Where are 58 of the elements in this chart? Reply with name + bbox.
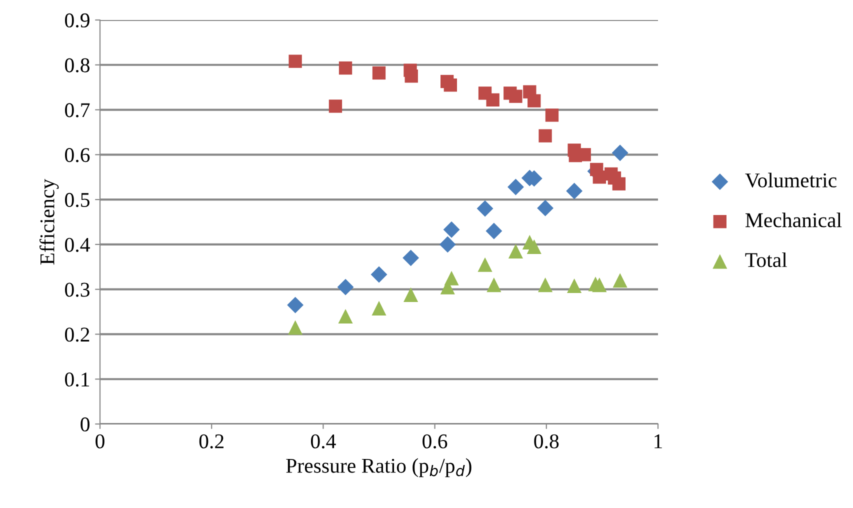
point xyxy=(287,296,304,314)
point xyxy=(612,144,628,162)
y-tick-label: 0.4 xyxy=(65,238,90,252)
y-tick-label: 0.1 xyxy=(65,372,90,387)
x-tick-label: 0.8 xyxy=(534,434,559,448)
y-tick-label: 0.5 xyxy=(65,192,90,208)
x-tick-label: 0.4 xyxy=(310,434,336,448)
x-tick-label: 1 xyxy=(654,434,662,448)
legend-label: Mechanical xyxy=(746,212,842,228)
point xyxy=(288,54,302,68)
point xyxy=(592,278,607,292)
point xyxy=(370,266,388,283)
y-tick-label: 0.6 xyxy=(65,148,90,162)
point xyxy=(404,70,418,83)
point xyxy=(545,108,559,122)
point xyxy=(538,278,553,292)
x-tick-label: 0 xyxy=(96,434,104,448)
x-tick-label: 0.2 xyxy=(199,434,224,448)
point xyxy=(404,287,418,302)
point xyxy=(328,100,342,113)
point xyxy=(538,129,552,142)
x-tick-label: 0.6 xyxy=(422,434,448,448)
point xyxy=(337,278,354,296)
point xyxy=(567,278,582,294)
y-axis-title: Efficiency xyxy=(40,178,59,265)
point xyxy=(443,221,460,238)
point xyxy=(612,273,628,288)
y-tick-label: 0.7 xyxy=(65,103,90,118)
point xyxy=(486,278,502,292)
y-tick-label: 0.8 xyxy=(65,58,90,72)
point xyxy=(612,177,626,190)
y-tick-label: 0 xyxy=(80,417,90,432)
point xyxy=(509,90,522,103)
point xyxy=(566,182,583,200)
point xyxy=(338,61,352,75)
point xyxy=(507,178,524,196)
point xyxy=(439,236,456,253)
point xyxy=(402,250,420,266)
y-tick-label: 0.2 xyxy=(65,328,90,342)
y-tick-label: 0.3 xyxy=(65,282,90,297)
legend-label: Total xyxy=(745,252,787,268)
legend-label: Volumetric xyxy=(745,172,836,188)
point xyxy=(372,300,386,316)
point xyxy=(526,239,542,254)
point xyxy=(444,270,459,286)
y-tick-label: 0.9 xyxy=(65,13,90,28)
point xyxy=(528,94,541,108)
point xyxy=(476,200,494,217)
point xyxy=(338,308,353,324)
point xyxy=(508,244,523,258)
x-axis-title: Pressure Ratio (p$_{b}$/p$_{d}$) xyxy=(286,458,472,478)
point xyxy=(372,66,386,80)
point xyxy=(486,93,500,106)
point xyxy=(444,78,458,92)
point xyxy=(288,320,303,335)
point xyxy=(478,257,492,272)
point xyxy=(486,222,502,240)
point xyxy=(537,200,554,216)
